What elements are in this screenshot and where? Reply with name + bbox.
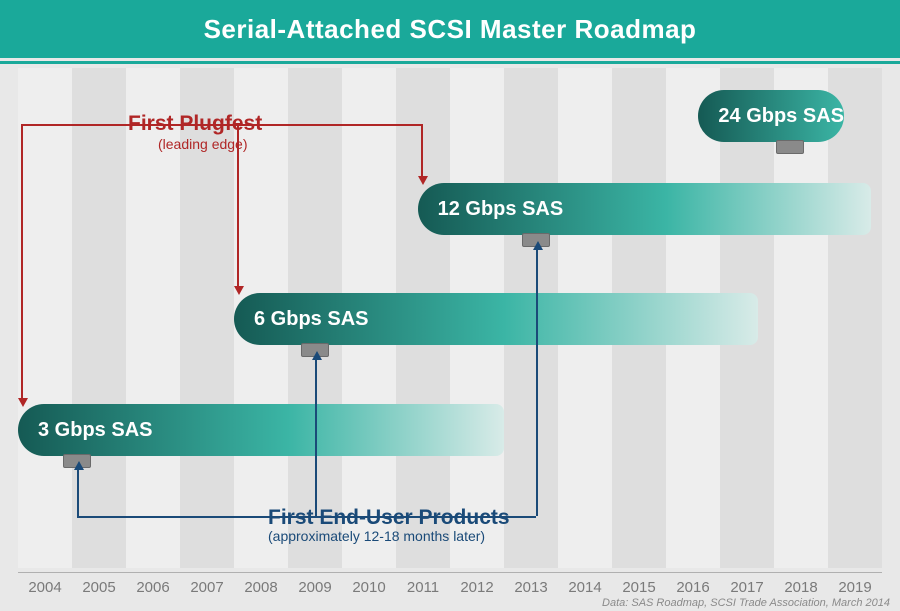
connector-line bbox=[77, 470, 79, 516]
year-stripe bbox=[72, 68, 126, 568]
enduser-title: First End-User Products bbox=[268, 506, 510, 530]
year-label: 2009 bbox=[288, 573, 342, 602]
connector-line bbox=[536, 250, 538, 516]
connector-line bbox=[315, 360, 317, 516]
year-label: 2004 bbox=[18, 573, 72, 602]
chart-title: Serial-Attached SCSI Master Roadmap bbox=[0, 0, 900, 58]
year-label: 2013 bbox=[504, 573, 558, 602]
arrow-down-icon bbox=[418, 176, 428, 185]
year-label: 2012 bbox=[450, 573, 504, 602]
year-label: 2006 bbox=[126, 573, 180, 602]
sas-generation-bar: 3 Gbps SAS bbox=[18, 404, 504, 456]
port-icon bbox=[776, 140, 804, 154]
year-label: 2010 bbox=[342, 573, 396, 602]
year-label: 2007 bbox=[180, 573, 234, 602]
year-stripe bbox=[18, 68, 72, 568]
data-credit: Data: SAS Roadmap, SCSI Trade Associatio… bbox=[602, 597, 890, 609]
year-label: 2011 bbox=[396, 573, 450, 602]
arrow-down-icon bbox=[18, 398, 28, 407]
enduser-subtitle: (approximately 12-18 months later) bbox=[268, 528, 485, 544]
sas-generation-bar: 6 Gbps SAS bbox=[234, 293, 758, 345]
year-stripe bbox=[828, 68, 882, 568]
sas-generation-bar: 24 Gbps SAS bbox=[698, 90, 844, 142]
arrow-down-icon bbox=[234, 286, 244, 295]
connector-line bbox=[21, 124, 23, 398]
sas-generation-bar: 12 Gbps SAS bbox=[418, 183, 872, 235]
plugfest-title: First Plugfest bbox=[128, 112, 262, 136]
arrow-up-icon bbox=[312, 351, 322, 360]
connector-line bbox=[421, 124, 423, 176]
header-underline bbox=[0, 58, 900, 64]
plugfest-subtitle: (leading edge) bbox=[158, 136, 248, 152]
arrow-up-icon bbox=[74, 461, 84, 470]
plot-area: 2004200520062007200820092010201120122013… bbox=[0, 68, 900, 611]
year-label: 2008 bbox=[234, 573, 288, 602]
year-label: 2005 bbox=[72, 573, 126, 602]
roadmap-chart: Serial-Attached SCSI Master Roadmap 2004… bbox=[0, 0, 900, 611]
arrow-up-icon bbox=[533, 241, 543, 250]
